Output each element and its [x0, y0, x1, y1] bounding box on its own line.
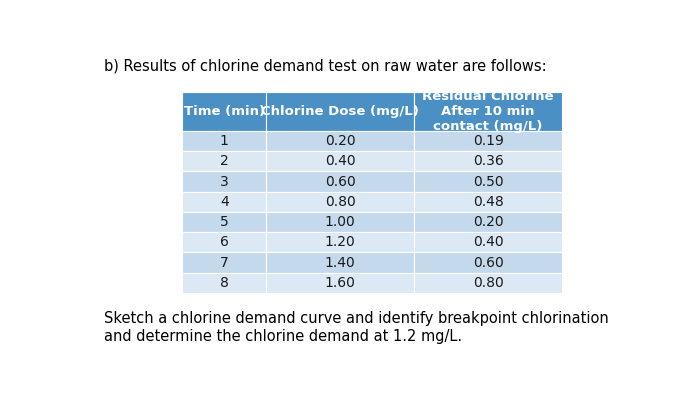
FancyBboxPatch shape: [183, 131, 266, 151]
Text: 0.20: 0.20: [473, 215, 503, 229]
Text: 0.40: 0.40: [325, 154, 356, 168]
Text: 5: 5: [220, 215, 229, 229]
Text: 0.80: 0.80: [325, 195, 356, 209]
FancyBboxPatch shape: [414, 232, 562, 253]
Text: 3: 3: [220, 175, 229, 188]
FancyBboxPatch shape: [266, 92, 414, 131]
FancyBboxPatch shape: [266, 273, 414, 293]
FancyBboxPatch shape: [183, 151, 266, 171]
Text: 1.40: 1.40: [325, 255, 356, 270]
FancyBboxPatch shape: [414, 151, 562, 171]
Text: 0.60: 0.60: [325, 175, 356, 188]
Text: 0.36: 0.36: [473, 154, 503, 168]
FancyBboxPatch shape: [414, 253, 562, 273]
FancyBboxPatch shape: [183, 273, 266, 293]
Text: 8: 8: [220, 276, 229, 290]
Text: Time (min): Time (min): [183, 105, 265, 118]
Text: 4: 4: [220, 195, 229, 209]
Text: 6: 6: [220, 235, 229, 249]
Text: 0.50: 0.50: [473, 175, 503, 188]
Text: 0.40: 0.40: [473, 235, 503, 249]
FancyBboxPatch shape: [266, 232, 414, 253]
FancyBboxPatch shape: [266, 171, 414, 192]
FancyBboxPatch shape: [414, 131, 562, 151]
FancyBboxPatch shape: [266, 151, 414, 171]
Text: 0.20: 0.20: [325, 134, 356, 148]
FancyBboxPatch shape: [183, 192, 266, 212]
FancyBboxPatch shape: [414, 171, 562, 192]
Text: 2: 2: [220, 154, 229, 168]
FancyBboxPatch shape: [183, 232, 266, 253]
Text: 0.80: 0.80: [473, 276, 503, 290]
FancyBboxPatch shape: [183, 253, 266, 273]
FancyBboxPatch shape: [266, 253, 414, 273]
FancyBboxPatch shape: [266, 131, 414, 151]
FancyBboxPatch shape: [414, 92, 562, 131]
Text: Sketch a chlorine demand curve and identify breakpoint chlorination
and determin: Sketch a chlorine demand curve and ident…: [104, 311, 608, 344]
FancyBboxPatch shape: [183, 212, 266, 232]
Text: 1.00: 1.00: [325, 215, 356, 229]
Text: Chlorine Dose (mg/L): Chlorine Dose (mg/L): [261, 105, 419, 118]
FancyBboxPatch shape: [266, 192, 414, 212]
FancyBboxPatch shape: [414, 212, 562, 232]
FancyBboxPatch shape: [414, 192, 562, 212]
FancyBboxPatch shape: [414, 273, 562, 293]
Text: 1.60: 1.60: [325, 276, 356, 290]
Text: b) Results of chlorine demand test on raw water are follows:: b) Results of chlorine demand test on ra…: [104, 58, 547, 73]
Text: 1: 1: [220, 134, 229, 148]
Text: 1.20: 1.20: [325, 235, 356, 249]
Text: 7: 7: [220, 255, 229, 270]
Text: 0.19: 0.19: [473, 134, 503, 148]
FancyBboxPatch shape: [183, 92, 266, 131]
Text: 0.60: 0.60: [473, 255, 503, 270]
Text: Residual Chlorine
After 10 min
contact (mg/L): Residual Chlorine After 10 min contact (…: [422, 90, 554, 133]
FancyBboxPatch shape: [183, 171, 266, 192]
Text: 0.48: 0.48: [473, 195, 503, 209]
FancyBboxPatch shape: [266, 212, 414, 232]
